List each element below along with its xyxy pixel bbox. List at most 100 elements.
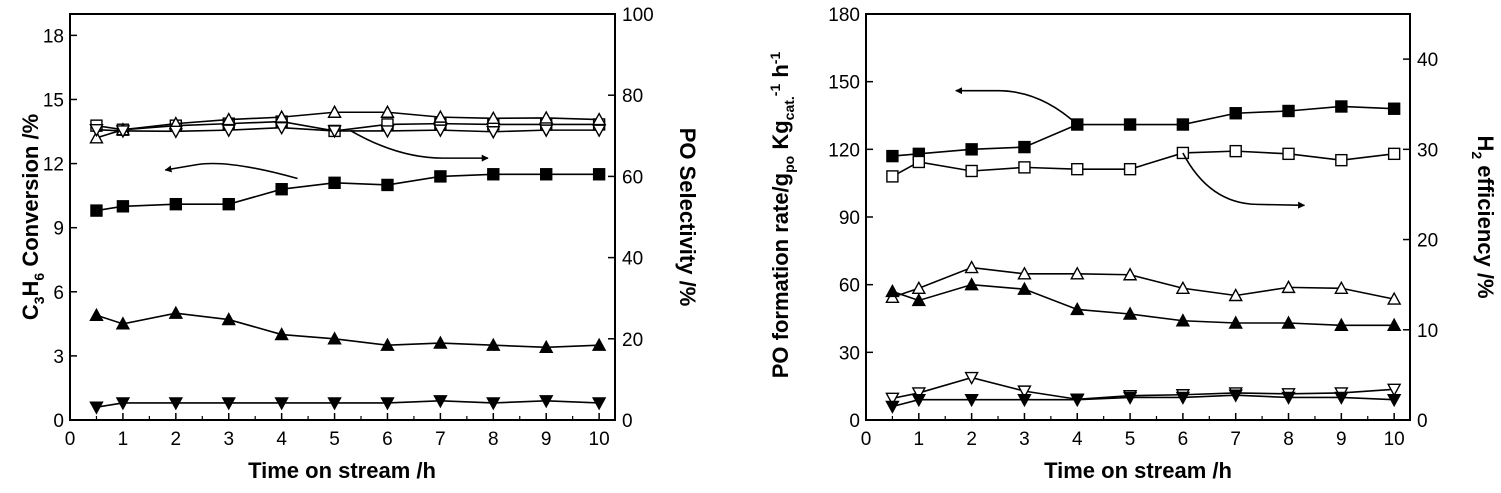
series-2-point bbox=[168, 125, 184, 139]
x-tick-label: 5 bbox=[1125, 429, 1136, 450]
y-left-tick-label: 150 bbox=[828, 73, 860, 94]
series-2-point bbox=[1334, 280, 1349, 294]
y-right-tick-label: 20 bbox=[622, 330, 643, 351]
series-3-point bbox=[1228, 315, 1243, 329]
series-0-point bbox=[886, 149, 899, 163]
series-3-point bbox=[328, 176, 341, 190]
y-left-tick-label: 180 bbox=[828, 5, 860, 26]
series-2-point bbox=[380, 125, 395, 139]
y-left-tick-label: 18 bbox=[43, 26, 64, 47]
y-left-tick-label: 90 bbox=[839, 208, 860, 229]
series-5-point bbox=[1175, 391, 1191, 405]
series-0-point bbox=[1387, 102, 1401, 115]
series-2-point bbox=[1070, 266, 1085, 280]
series-5-point bbox=[1017, 394, 1032, 408]
x-tick-label: 1 bbox=[118, 429, 129, 450]
series-2-point bbox=[591, 124, 607, 138]
y-right-tick-label: 30 bbox=[1417, 140, 1438, 161]
series-2-point bbox=[1017, 266, 1032, 280]
series-2-point bbox=[964, 260, 979, 274]
y-left-tick-label: 15 bbox=[43, 90, 64, 111]
x-tick-label: 1 bbox=[914, 429, 925, 450]
series-2-point bbox=[433, 124, 448, 138]
series-2-point bbox=[1122, 267, 1138, 281]
y-right-tick-label: 0 bbox=[622, 411, 633, 432]
series-3-point bbox=[1070, 302, 1085, 316]
series-5-point bbox=[327, 397, 342, 411]
y-right-tick-label: 0 bbox=[1417, 411, 1428, 432]
series-5-point bbox=[1228, 389, 1243, 403]
series-4-point bbox=[964, 371, 979, 386]
series-4-point bbox=[221, 312, 236, 326]
series-5-point bbox=[168, 397, 184, 411]
y-right-axis-ticks: 0 20 40 60 80 100 bbox=[608, 5, 654, 432]
series-3-point bbox=[1175, 313, 1191, 327]
series-4-point bbox=[327, 331, 342, 345]
series-0-point bbox=[1229, 107, 1242, 120]
series-3-point bbox=[592, 168, 606, 181]
series-1-point bbox=[1387, 147, 1401, 161]
series-5-point bbox=[221, 397, 236, 411]
y-left-axis-ticks: 0 3 6 9 12 15 18 bbox=[43, 26, 77, 432]
series-5-point bbox=[380, 397, 395, 411]
x-tick-label: 3 bbox=[223, 429, 234, 450]
y-left-axis-title: C3H6 Conversion /% bbox=[18, 114, 47, 320]
y-right-tick-label: 10 bbox=[1417, 321, 1438, 342]
series-5-point bbox=[115, 397, 131, 411]
x-axis-ticks: 0 1 2 3 4 5 6 7 8 9 10 bbox=[65, 413, 610, 450]
y-right-tick-label: 40 bbox=[622, 249, 643, 270]
series-5-point bbox=[486, 397, 501, 411]
annotation-layer bbox=[955, 87, 1306, 209]
series-2-point bbox=[539, 124, 554, 138]
series-2-point bbox=[911, 280, 926, 294]
series-1-point bbox=[965, 164, 978, 178]
series-2-point bbox=[1281, 279, 1296, 294]
series-2-point bbox=[1228, 288, 1243, 302]
series-3-point bbox=[381, 178, 394, 192]
series-1-point bbox=[1123, 162, 1137, 176]
x-tick-label: 5 bbox=[329, 429, 340, 450]
x-tick-label: 7 bbox=[1230, 429, 1241, 450]
y-left-tick-label: 30 bbox=[839, 343, 860, 364]
series-4-point bbox=[380, 337, 395, 351]
series-3-point bbox=[1334, 317, 1349, 331]
series-0-point bbox=[1335, 100, 1348, 113]
series-3-point bbox=[1122, 306, 1138, 320]
series-3-point bbox=[116, 200, 130, 213]
series-3-point bbox=[487, 168, 500, 181]
series-3-point bbox=[885, 283, 900, 298]
series-2-point bbox=[274, 121, 289, 136]
series-2-point bbox=[89, 124, 104, 138]
x-tick-label: 4 bbox=[276, 429, 287, 450]
series-1-point bbox=[433, 109, 448, 123]
series-4-point bbox=[486, 337, 501, 351]
series-1-point bbox=[912, 155, 926, 169]
y-right-axis-ticks: 0 10 20 30 40 bbox=[1403, 50, 1438, 432]
series-5-point bbox=[274, 397, 289, 411]
x-tick-label: 9 bbox=[541, 429, 552, 450]
series-0-point bbox=[1123, 118, 1137, 131]
y-right-tick-label: 100 bbox=[622, 5, 654, 26]
series-3-point bbox=[540, 168, 553, 181]
series-4-point bbox=[1386, 383, 1402, 397]
series-2-point bbox=[115, 125, 131, 139]
x-tick-label: 7 bbox=[435, 429, 446, 450]
y-left-axis-ticks: 0 30 60 90 120 150 180 bbox=[828, 5, 873, 432]
series-layer bbox=[885, 100, 1402, 414]
series-5-point bbox=[885, 400, 900, 414]
y-right-tick-label: 80 bbox=[622, 86, 643, 107]
series-3-point bbox=[911, 292, 926, 307]
series-3-line bbox=[892, 283, 1395, 327]
x-axis-title: Time on stream /h bbox=[248, 458, 436, 483]
x-tick-label: 8 bbox=[488, 429, 499, 450]
series-3-point bbox=[275, 183, 288, 196]
series-3-point bbox=[1386, 317, 1402, 331]
series-2-point bbox=[327, 125, 342, 139]
x-tick-label: 0 bbox=[861, 429, 872, 450]
series-0-point bbox=[965, 143, 978, 156]
series-1-point bbox=[886, 170, 899, 183]
series-5-point bbox=[1281, 391, 1296, 405]
annotation-arrow-left-axis bbox=[164, 162, 298, 180]
